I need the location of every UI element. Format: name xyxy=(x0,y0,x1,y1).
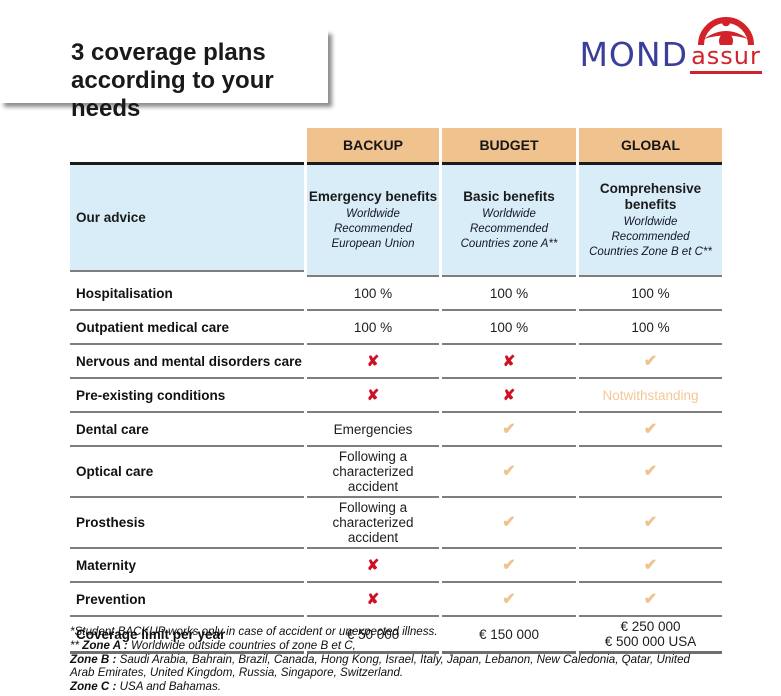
logo-assur-text: assur xyxy=(691,42,761,70)
advice-global: Comprehensive benefits Worldwide Recomme… xyxy=(579,162,722,277)
check-icon: ✔ xyxy=(579,498,722,549)
row-label: Maternity xyxy=(70,549,304,583)
check-icon: ✔ xyxy=(579,583,722,617)
cross-icon: ✘ xyxy=(307,379,439,413)
footnote-zone-a: ** Zone A : Worldwide outside countries … xyxy=(70,638,356,652)
cell-value: Notwithstanding xyxy=(579,379,722,413)
cell-value: € 50 000 xyxy=(307,617,439,654)
cross-icon: ✘ xyxy=(442,379,576,413)
plan-header-global: GLOBAL xyxy=(579,128,722,162)
check-icon: ✔ xyxy=(442,447,576,498)
cross-icon: ✘ xyxy=(307,549,439,583)
table-row: Dental care Emergencies ✔ ✔ xyxy=(70,413,722,447)
plan-header-backup: BACKUP xyxy=(307,128,439,162)
plan-header-budget: BUDGET xyxy=(442,128,576,162)
cell-value: 100 % xyxy=(442,311,576,345)
cell-value: € 250 000 € 500 000 USA xyxy=(579,617,722,654)
row-label: Dental care xyxy=(70,413,304,447)
advice-backup: Emergency benefits Worldwide Recommended… xyxy=(307,162,439,277)
cell-value: 100 % xyxy=(579,277,722,311)
mondassur-logo: MOND assur xyxy=(579,10,762,74)
plans-header-row: BACKUP BUDGET GLOBAL xyxy=(70,128,722,162)
advice-title: Comprehensive benefits xyxy=(599,180,702,212)
page-title-line1: 3 coverage plans xyxy=(71,39,266,66)
page-title-line2: according to your needs xyxy=(71,67,274,122)
advice-title: Basic benefits xyxy=(463,188,555,204)
table-row: Optical care Following a characterized acc… xyxy=(70,447,722,498)
row-label: Pre-existing conditions xyxy=(70,379,304,413)
footnote-zone-b: Zone B : Saudi Arabia, Bahrain, Brazil, … xyxy=(70,652,690,680)
row-label: Nervous and mental disorders care xyxy=(70,345,304,379)
advice-line: European Union xyxy=(331,237,415,250)
advice-budget: Basic benefits Worldwide Recommended Cou… xyxy=(442,162,576,277)
table-row: Coverage limit per year € 50 000 € 150 000… xyxy=(70,617,722,654)
check-icon: ✔ xyxy=(442,549,576,583)
row-label: Hospitalisation xyxy=(70,277,304,311)
row-label: Outpatient medical care xyxy=(70,311,304,345)
check-icon: ✔ xyxy=(579,447,722,498)
check-icon: ✔ xyxy=(442,583,576,617)
check-icon: ✔ xyxy=(579,549,722,583)
cross-icon: ✘ xyxy=(307,583,439,617)
cross-icon: ✘ xyxy=(442,345,576,379)
advice-row: Our advice Emergency benefits Worldwide … xyxy=(70,162,722,277)
footnotes: *Student BACKUP works only in case of ac… xyxy=(70,625,710,694)
cell-value: € 150 000 xyxy=(442,617,576,654)
row-label: Coverage limit per year xyxy=(70,617,304,654)
cell-value: 100 % xyxy=(579,311,722,345)
check-icon: ✔ xyxy=(442,498,576,549)
logo-underline xyxy=(690,71,762,74)
cell-value: Following a characterized accident xyxy=(307,498,439,549)
table-row: Prevention ✘ ✔ ✔ xyxy=(70,583,722,617)
cell-value: Emergencies xyxy=(307,413,439,447)
advice-line: Worldwide xyxy=(346,207,400,220)
advice-line: Countries Zone B et C** xyxy=(589,245,712,258)
plans-header-spacer xyxy=(70,128,304,162)
advice-line: Worldwide xyxy=(482,207,536,220)
advice-title: Emergency benefits xyxy=(308,188,438,204)
check-icon: ✔ xyxy=(579,345,722,379)
check-icon: ✔ xyxy=(579,413,722,447)
check-icon: ✔ xyxy=(442,413,576,447)
cell-value: 100 % xyxy=(307,311,439,345)
table-row: Outpatient medical care 100 % 100 % 100 % xyxy=(70,311,722,345)
table-row: Pre-existing conditions ✘ ✘ Notwithstanding xyxy=(70,379,722,413)
table-row: Hospitalisation 100 % 100 % 100 % xyxy=(70,277,722,311)
table-row: Prosthesis Following a characterized accid… xyxy=(70,498,722,549)
table-row: Maternity ✘ ✔ ✔ xyxy=(70,549,722,583)
footnote-student: *Student BACKUP works only in case of ac… xyxy=(70,625,438,638)
row-label: Optical care xyxy=(70,447,304,498)
row-label: Prevention xyxy=(70,583,304,617)
advice-line: Countries zone A** xyxy=(460,237,558,250)
page-title: 3 coverage plans according to your needs xyxy=(0,30,328,122)
advice-row-label: Our advice xyxy=(70,162,304,272)
advice-line: Recommended xyxy=(611,230,690,243)
logo-mond-text: MOND xyxy=(579,35,688,74)
table-body: Hospitalisation 100 % 100 % 100 % Outpatient… xyxy=(70,277,722,654)
table-row: Nervous and mental disorders care ✘ ✘ ✔ xyxy=(70,345,722,379)
advice-line: Recommended xyxy=(334,222,412,235)
coverage-plans-table: BACKUP BUDGET GLOBAL Our advice Emergenc… xyxy=(70,128,722,654)
footnote-zone-c: Zone C : USA and Bahamas. xyxy=(70,680,221,694)
cross-icon: ✘ xyxy=(307,345,439,379)
advice-line: Recommended xyxy=(470,222,548,235)
cell-value: Following a characterized accident xyxy=(307,447,439,498)
cell-value: 100 % xyxy=(307,277,439,311)
dome-person-icon xyxy=(698,17,754,45)
cell-value: 100 % xyxy=(442,277,576,311)
row-label: Prosthesis xyxy=(70,498,304,549)
advice-line: Worldwide xyxy=(623,215,678,228)
